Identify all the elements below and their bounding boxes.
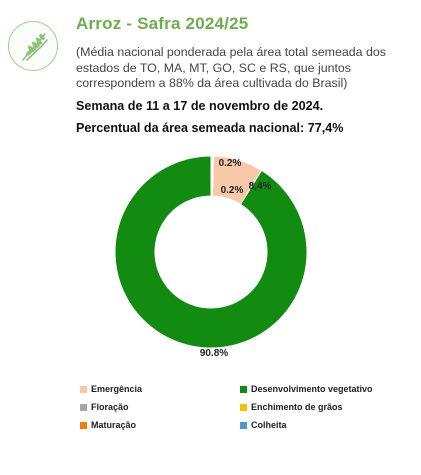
legend-swatch bbox=[80, 421, 87, 429]
page-subtitle: (Média nacional ponderada pela área tota… bbox=[76, 45, 386, 90]
legend-label: Colheita bbox=[251, 420, 287, 430]
data-label-enchimento-de-graos: 0.2% bbox=[221, 185, 244, 196]
legend-label: Maturação bbox=[91, 420, 137, 430]
slice-enchimento-de-graos bbox=[211, 155, 214, 197]
data-label-emergencia: 8,4% bbox=[249, 181, 272, 192]
legend-swatch bbox=[240, 403, 247, 411]
donut-chart: 8,4% 90.8% 0.2% 0.2% bbox=[114, 155, 308, 359]
legend-swatch bbox=[240, 421, 247, 429]
legend-item-floracao: Floração bbox=[80, 402, 129, 412]
legend-item-colheita: Colheita bbox=[240, 420, 287, 430]
slice-desenvolvimento-vegetativo bbox=[114, 155, 308, 349]
legend-swatch bbox=[240, 385, 247, 393]
legend-swatch bbox=[80, 385, 87, 393]
data-label-desenvolvimento-vegetativo: 90.8% bbox=[200, 348, 228, 359]
legend-label: Emergência bbox=[91, 384, 143, 394]
page-title: Arroz - Safra 2024/25 bbox=[76, 14, 249, 33]
legend-item-desenvolvimento-vegetativo: Desenvolvimento vegetativo bbox=[240, 384, 373, 394]
legend-item-enchimento-de-graos: Enchimento de grãos bbox=[240, 402, 343, 412]
week-label: Semana de 11 a 17 de novembro de 2024. bbox=[76, 99, 324, 113]
sown-percent-label: Percentual da área semeada nacional: 77,… bbox=[76, 121, 344, 135]
legend-label: Enchimento de grãos bbox=[251, 402, 343, 412]
data-label-floracao: 0.2% bbox=[219, 158, 242, 169]
rice-plant-icon bbox=[22, 33, 48, 61]
logo bbox=[8, 21, 58, 71]
legend-item-maturacao: Maturação bbox=[80, 420, 136, 430]
legend-swatch bbox=[80, 403, 87, 411]
legend-item-emergencia: Emergência bbox=[80, 384, 142, 394]
legend-label: Desenvolvimento vegetativo bbox=[251, 384, 373, 394]
legend-label: Floração bbox=[91, 402, 129, 412]
